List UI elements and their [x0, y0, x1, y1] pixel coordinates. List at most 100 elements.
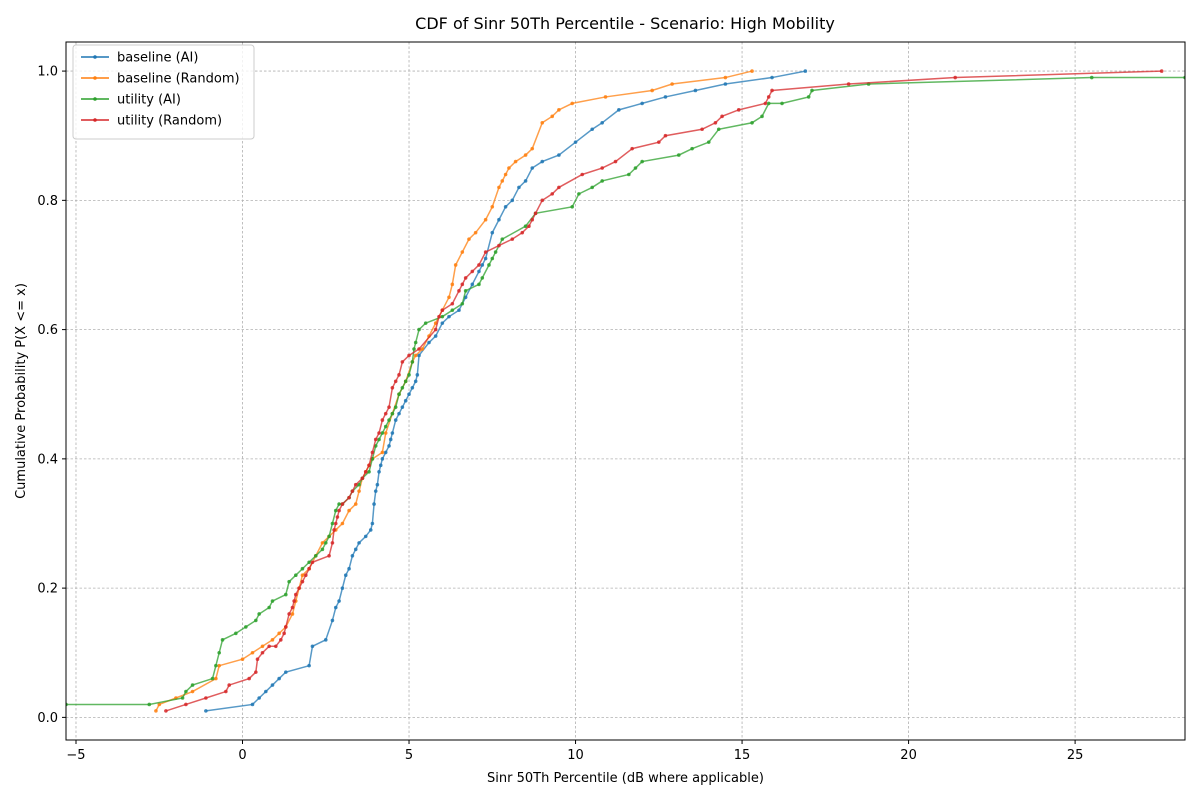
data-point [380, 418, 385, 422]
data-point [340, 586, 345, 590]
data-point [663, 133, 668, 138]
data-point [367, 463, 371, 468]
data-point [477, 269, 481, 274]
data-point [190, 689, 195, 694]
data-point [440, 308, 445, 313]
data-point [433, 327, 438, 332]
data-point [846, 82, 851, 86]
data-point [383, 431, 388, 435]
data-point [417, 347, 421, 351]
x-tick-label: 5 [405, 748, 413, 763]
data-point [483, 250, 488, 254]
data-point [457, 289, 461, 293]
data-point [507, 166, 511, 170]
data-point [440, 321, 445, 325]
data-point [388, 437, 393, 442]
y-tick-label: 0.2 [37, 582, 58, 597]
data-point [337, 599, 341, 603]
data-point [373, 437, 378, 442]
data-point [353, 502, 358, 506]
legend-label: baseline (AI) [117, 51, 198, 66]
data-point [180, 696, 185, 700]
data-point [780, 101, 784, 106]
data-point [570, 205, 575, 209]
data-point [723, 75, 728, 80]
data-point [240, 657, 245, 662]
data-point [210, 676, 215, 681]
data-point [460, 282, 465, 287]
data-point [483, 217, 488, 222]
data-point [760, 114, 764, 119]
y-tick-label: 1.0 [37, 65, 58, 80]
data-point [347, 566, 351, 571]
data-point [407, 353, 411, 358]
data-point [287, 579, 291, 584]
ticks: −5 0 5 10 15 20 25 0.0 0.2 0.4 0.6 0.8 1.0 [37, 65, 1083, 763]
data-point [520, 230, 525, 235]
data-point [517, 185, 521, 190]
data-point [417, 353, 421, 358]
data-point [320, 547, 325, 552]
data-point [453, 263, 458, 267]
data-point [290, 605, 295, 610]
data-point [383, 450, 388, 455]
data-point [590, 185, 594, 190]
data-point [357, 489, 361, 493]
data-point [343, 573, 348, 577]
data-point [557, 185, 561, 190]
data-point [806, 95, 811, 99]
data-point [257, 612, 261, 616]
data-point [690, 146, 694, 151]
data-point [337, 502, 341, 506]
data-point [617, 108, 621, 112]
data-point [393, 418, 398, 422]
data-point [657, 140, 661, 144]
data-point [420, 347, 425, 351]
data-point [270, 599, 275, 603]
data-point [357, 482, 361, 487]
data-point [330, 541, 335, 545]
data-point [220, 638, 225, 642]
data-point [433, 334, 438, 338]
data-point [217, 663, 221, 668]
data-point [282, 631, 286, 636]
data-point [190, 683, 195, 687]
series-layer [66, 69, 1185, 713]
data-point [323, 541, 328, 545]
data-point [413, 353, 418, 358]
data-point [313, 554, 318, 558]
data-point [247, 676, 251, 681]
data-point [320, 541, 325, 545]
x-tick-label: −5 [66, 748, 85, 763]
data-point [250, 650, 255, 655]
data-point [750, 69, 754, 73]
data-point [204, 696, 208, 700]
data-point [184, 702, 188, 707]
x-tick-label: 15 [734, 748, 751, 763]
data-point [412, 347, 416, 351]
data-point [413, 379, 418, 384]
data-point [440, 314, 445, 319]
data-point [490, 256, 495, 261]
data-point [307, 560, 311, 565]
data-point [450, 282, 455, 287]
data-point [378, 463, 383, 468]
data-point [290, 612, 295, 616]
data-point [380, 431, 385, 435]
data-point [460, 301, 465, 306]
data-point [513, 159, 518, 164]
data-point [1089, 75, 1094, 80]
data-point [332, 528, 336, 532]
data-point [367, 469, 371, 474]
data-point [397, 411, 401, 416]
data-point [217, 650, 221, 655]
data-point [533, 211, 538, 216]
data-point [477, 282, 481, 287]
data-point [510, 198, 515, 203]
data-point [327, 554, 331, 558]
data-point [487, 263, 491, 267]
data-point [292, 599, 296, 603]
data-point [310, 560, 315, 565]
data-point [270, 683, 275, 687]
data-point [530, 146, 535, 151]
